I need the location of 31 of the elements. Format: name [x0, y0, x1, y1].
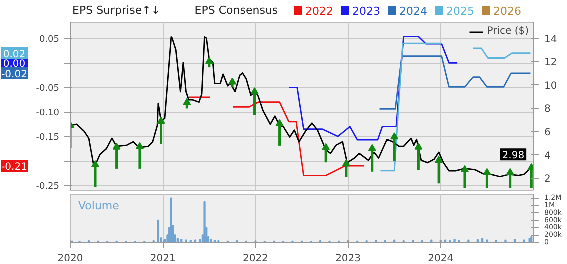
y-axis-title: EPS Surprise↑↓: [72, 4, 161, 17]
y-tick-label: 0.05: [39, 35, 60, 46]
x-tick-label: 2024: [428, 254, 454, 264]
legend-label: 2024: [400, 5, 428, 18]
legend-label: Price ($): [487, 26, 529, 37]
legend-label: 2026: [494, 5, 522, 18]
text: 0.00: [3, 59, 26, 70]
data-label: 2.98: [502, 150, 525, 162]
y2-tick-label: 8: [544, 104, 551, 116]
y2-tick-label: 6: [544, 127, 551, 138]
y-tick-label: -0.10: [36, 108, 60, 119]
legend-label: 2025: [446, 5, 474, 18]
y2-tick-label: 10: [544, 80, 558, 92]
y-tick-label: -0.25: [36, 182, 60, 192]
y2-tick-label: 12: [544, 58, 558, 69]
x-tick-label: 2023: [336, 254, 362, 264]
legend-label: 2022: [306, 5, 334, 18]
y-tick-label: -0.05: [36, 84, 60, 94]
y2-tick-label: 4: [544, 150, 551, 162]
legend-label: 2023: [352, 5, 380, 18]
text: 0.02: [3, 49, 26, 60]
y2-tick-label: 14: [544, 34, 558, 46]
x-tick-label: 2020: [58, 254, 84, 264]
x-tick-label: 2021: [150, 254, 176, 264]
x-tick-label: 2022: [242, 254, 268, 264]
legend-title: EPS Consensus: [194, 4, 278, 17]
text: -0.02: [2, 69, 28, 80]
text: Volume: [78, 200, 120, 212]
text: -0.21: [2, 162, 28, 174]
y2-tick-label: 2: [544, 174, 551, 186]
y-tick-label: -0.15: [36, 133, 60, 144]
